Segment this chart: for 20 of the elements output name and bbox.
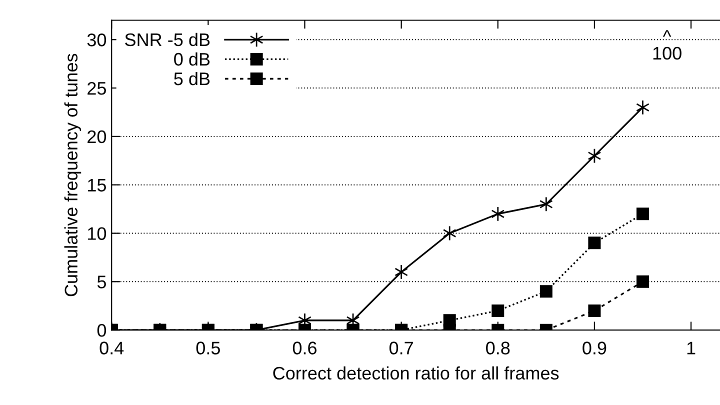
x-tick-label: 0.9 — [582, 342, 606, 354]
legend-label: 5 dB — [174, 72, 210, 86]
x-tick-label: 0.7 — [389, 342, 413, 354]
y-tick-label: 0 — [97, 324, 106, 337]
x-tick-label: 0.5 — [196, 342, 220, 354]
y-axis-title: Cumulative frequency of tunes — [64, 54, 82, 296]
x-tick-label: 0.4 — [100, 342, 124, 354]
y-tick-label: 15 — [88, 178, 106, 192]
y-tick-label: 25 — [88, 82, 106, 95]
y-tick-label: 30 — [87, 34, 106, 46]
legend-label: 0 dB — [174, 52, 210, 66]
x-tick-label: 0.8 — [486, 342, 510, 354]
x-tick-label: 1 — [687, 342, 696, 354]
legend-label: SNR -5 dB — [125, 32, 210, 46]
annotation: ^ 100 — [653, 30, 682, 60]
x-axis-title: Correct detection ratio for all frames — [273, 366, 559, 380]
y-tick-label: 5 — [97, 276, 106, 288]
y-tick-label: 10 — [88, 227, 106, 240]
y-tick-label: 20 — [88, 130, 106, 144]
x-tick-label: 0.6 — [292, 342, 316, 354]
